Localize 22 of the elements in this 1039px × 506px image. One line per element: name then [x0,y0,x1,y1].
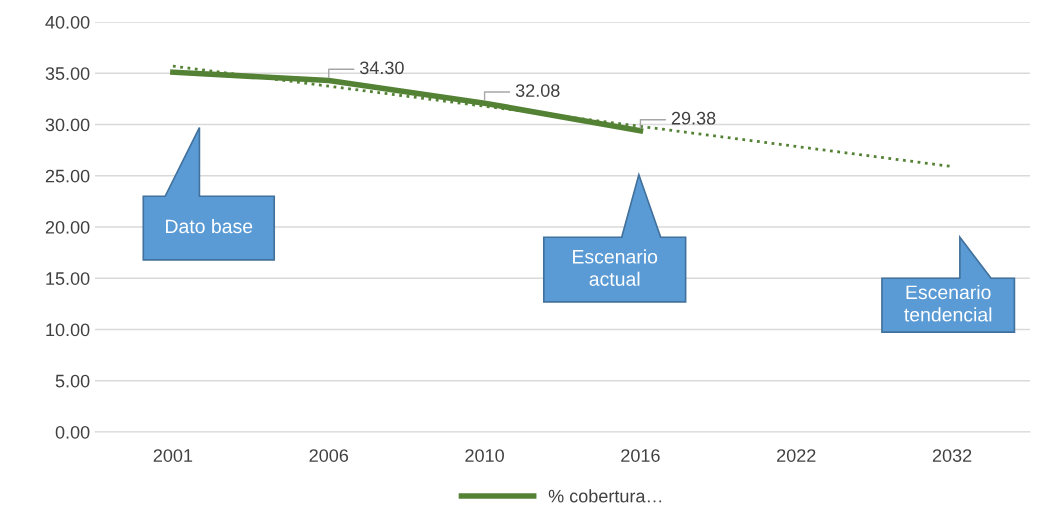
y-tick-label: 35.00 [45,67,90,80]
annotation: Escenario tendencial [904,284,992,322]
y-tick-label: 20.00 [45,220,90,234]
x-tick-label: 2016 [621,449,660,462]
y-tick-label: 40.00 [45,15,90,29]
y-tick-label: 5.00 [55,374,90,388]
y-tick-label: 10.00 [46,323,90,337]
annotation: Dato base [166,218,253,234]
data-label: 34.30 [359,61,404,75]
x-tick-label: 2001 [153,449,193,462]
y-tick-label: 30.00 [45,118,90,132]
data-label: 29.38 [671,111,716,125]
y-tick-label: 25.00 [45,169,90,183]
x-tick-label: 2032 [932,449,972,462]
y-tick-label: 15.00 [46,272,90,285]
x-tick-label: 2006 [309,449,349,462]
y-tick-label: 0.00 [55,425,90,439]
x-tick-label: 2010 [465,449,504,462]
data-label: 32.08 [515,84,560,97]
legend-label: % cobertura… [548,489,662,503]
x-tick-label: 2022 [777,449,816,462]
annotation: Escenario actual [573,249,658,286]
